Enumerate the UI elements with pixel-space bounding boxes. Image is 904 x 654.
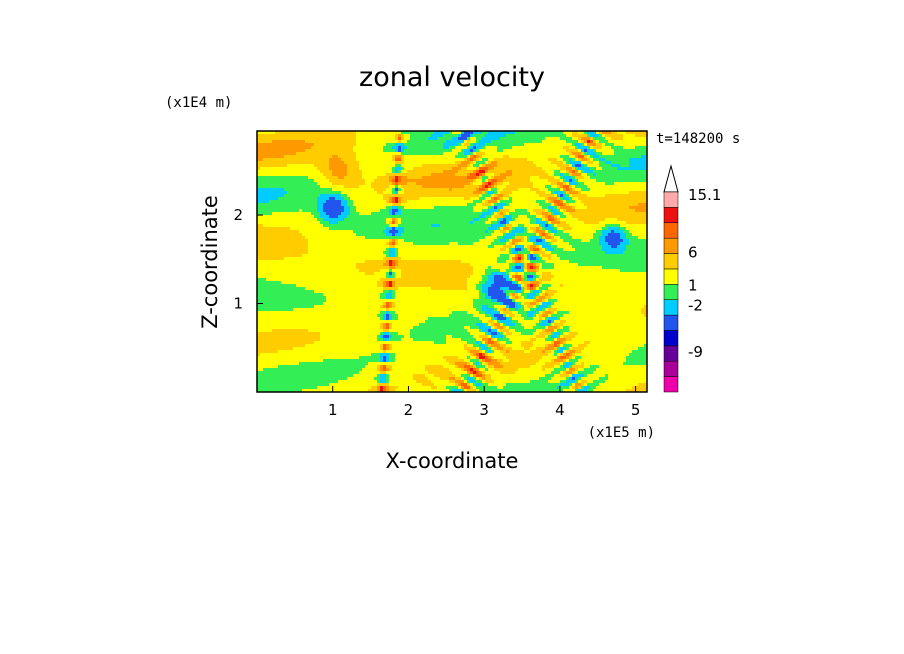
y-axis: 12 [233,206,263,313]
colorbar-band [663,222,679,239]
heatmap-field [257,131,647,392]
colorbar-label: 1 [688,277,698,295]
colorbar: 15.1 6 1 -2 -9 [663,164,721,393]
x-tick-label: 4 [555,401,565,419]
x-axis: 1 2 3 4 5 [328,386,640,419]
time-label: t=148200 s [656,131,740,147]
y-unit-label: (x1E4 m) [165,95,232,111]
y-axis-label: Z-coordinate [198,195,222,329]
colorbar-label: 6 [688,243,698,261]
colorbar-band [663,207,679,224]
x-tick-label: 2 [404,401,414,419]
colorbar-band [663,376,679,393]
colorbar-label: -9 [688,343,703,361]
colorbar-band [663,191,679,208]
colorbar-band [663,237,679,254]
y-tick-label: 1 [233,295,243,313]
colorbar-band [663,299,679,316]
colorbar-max-arrow [663,164,679,193]
colorbar-band [663,345,679,362]
colorbar-band [663,253,679,270]
chart-title: zonal velocity [359,62,545,93]
colorbar-label: 15.1 [688,186,721,204]
colorbar-band [663,268,679,285]
colorbar-band [663,314,679,331]
colorbar-band [663,284,679,300]
colorbar-band [663,330,679,347]
x-tick-label: 3 [479,401,489,419]
y-tick-label: 2 [233,206,243,224]
colorbar-band [663,360,679,377]
colorbar-label: -2 [688,297,703,315]
x-tick-label: 5 [631,401,641,419]
x-unit-label: (x1E5 m) [588,425,655,441]
x-tick-label: 1 [328,401,338,419]
plot-frame [256,130,648,393]
x-axis-label: X-coordinate [386,449,519,473]
